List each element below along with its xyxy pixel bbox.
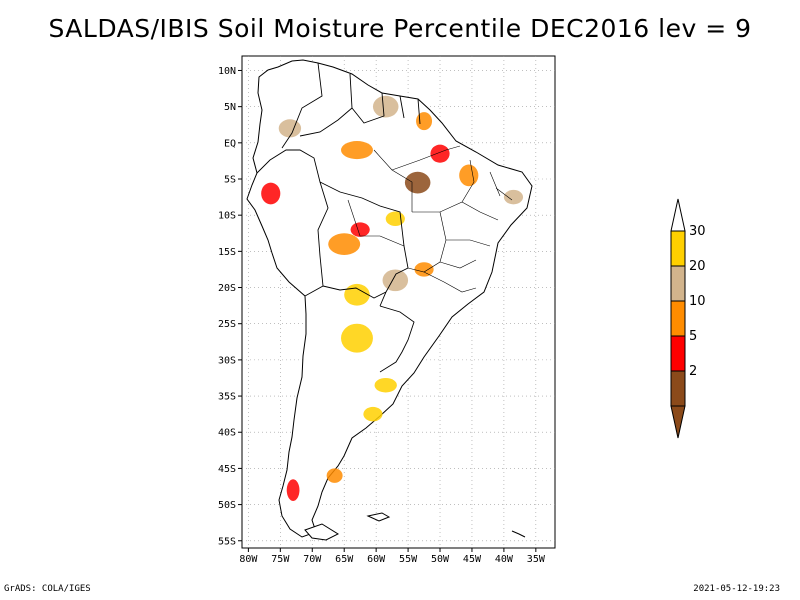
lon-tick-label: 70W — [303, 554, 322, 565]
lon-tick-label: 80W — [239, 554, 258, 565]
colorbar-segment — [670, 265, 686, 302]
colorbar-segment — [670, 230, 686, 267]
lon-tick-label: 65W — [335, 554, 354, 565]
dry-patch-goias — [414, 262, 434, 277]
colorbar-top-arrow — [670, 198, 686, 232]
lat-tick-label: 40S — [218, 428, 236, 439]
dry-patch-pampas — [363, 406, 383, 422]
dry-patch-chaco — [344, 283, 370, 306]
lat-tick-label: 25S — [218, 319, 236, 330]
dry-patch-chile-south — [286, 479, 300, 501]
lat-tick-label: 50S — [218, 500, 236, 511]
colorbar-label: 2 — [689, 364, 697, 379]
dry-patch-marajo — [430, 144, 450, 163]
dry-patch-amapa — [416, 112, 433, 131]
lat-tick-label: 10N — [218, 66, 236, 77]
colorbar-label: 20 — [689, 259, 706, 274]
lat-tick-label: 30S — [218, 355, 236, 366]
colorbar-label: 10 — [689, 294, 706, 309]
colorbar-segment — [670, 335, 686, 372]
lat-tick-label: 35S — [218, 392, 236, 403]
lon-tick-label: 55W — [399, 554, 418, 565]
lon-tick-label: 60W — [367, 554, 386, 565]
dry-patch-bolivia — [328, 233, 361, 255]
lat-tick-label: 10S — [218, 211, 236, 222]
lon-tick-label: 75W — [271, 554, 290, 565]
lat-tick-label: 55S — [218, 536, 236, 547]
dry-patch-peru — [261, 182, 281, 205]
dry-patch-buenos-aires — [374, 377, 397, 393]
map-title: SALDAS/IBIS Soil Moisture Percentile DEC… — [48, 14, 752, 43]
dry-patch-rondonia — [350, 222, 370, 237]
lat-tick-label: 45S — [218, 464, 236, 475]
footer-credit: GrADS: COLA/IGES — [4, 584, 91, 594]
lon-tick-label: 40W — [495, 554, 514, 565]
lon-tick-label: 50W — [431, 554, 450, 565]
dry-patch-pernambuco — [503, 189, 524, 205]
map-frame — [241, 55, 556, 549]
lon-tick-label: 35W — [527, 554, 546, 565]
dry-patch-argentina-n — [341, 323, 373, 353]
dry-patch-colombia — [278, 119, 302, 138]
dry-patch-maranhao — [459, 164, 479, 187]
dry-patch-north-para — [404, 171, 431, 194]
colorbar-bottom-arrow — [670, 405, 686, 439]
falkland-islands — [366, 512, 391, 522]
colorbar-label: 5 — [689, 329, 697, 344]
lat-tick-label: 20S — [218, 283, 236, 294]
dry-patch-mato-grosso — [385, 211, 405, 227]
colorbar-label: 30 — [689, 224, 706, 239]
state-borders — [347, 145, 513, 293]
dry-patch-patagonia — [326, 468, 343, 483]
lat-tick-label: 15S — [218, 247, 236, 258]
lat-tick-label: 5N — [224, 102, 236, 113]
dry-patch-pantanal — [382, 269, 409, 292]
lon-tick-label: 45W — [463, 554, 482, 565]
dry-patch-amazonas — [341, 141, 373, 160]
lat-tick-label: 5S — [224, 175, 236, 186]
tierra-del-fuego — [304, 523, 340, 541]
country-borders — [256, 62, 421, 373]
colorbar-segment — [670, 370, 686, 407]
lat-tick-label: EQ — [224, 138, 236, 149]
footer-timestamp: 2021-05-12-19:23 — [693, 584, 780, 594]
colorbar-segment — [670, 300, 686, 337]
dry-patch-guyana — [372, 95, 399, 118]
south-georgia — [511, 530, 526, 538]
